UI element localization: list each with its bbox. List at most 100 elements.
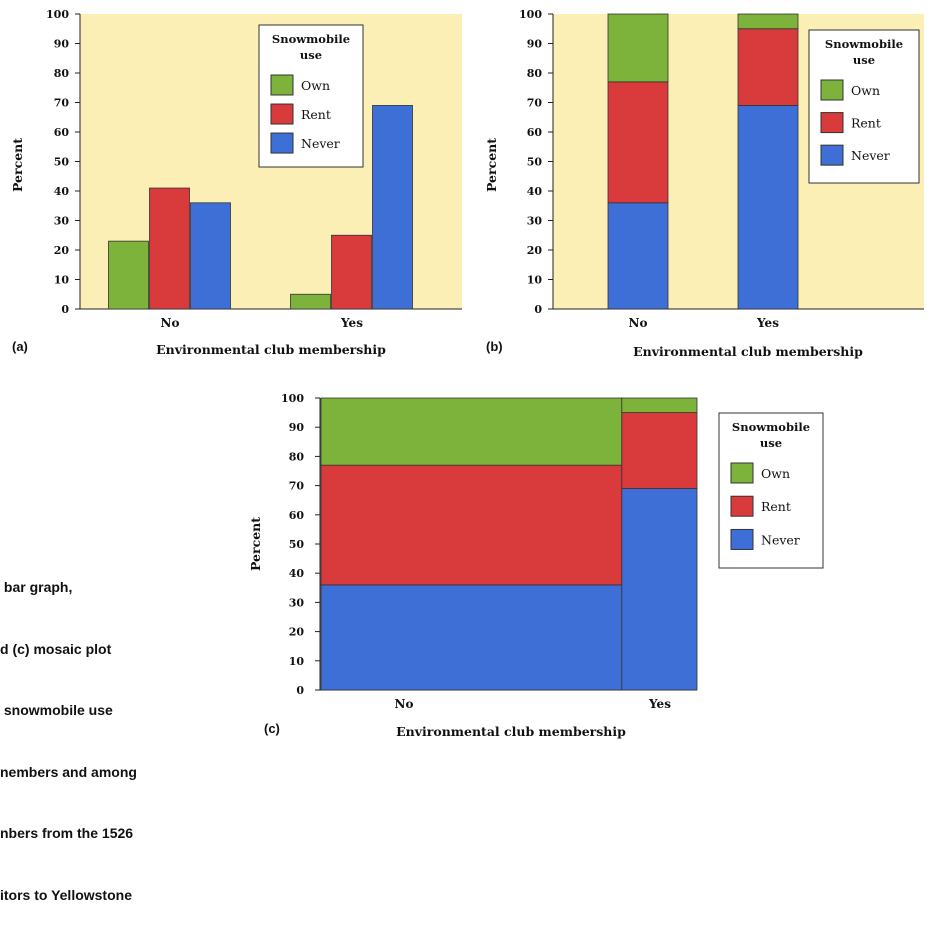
x-axis-label: Environmental club membership [396, 724, 626, 739]
y-tick-label: 20 [289, 626, 305, 639]
bar-segment [607, 13, 669, 83]
mosaic-tile [320, 464, 623, 586]
y-tick-label: 70 [527, 97, 543, 110]
legend-swatch [270, 74, 294, 96]
y-tick-label: 10 [54, 274, 70, 287]
chart-panel: 0 10 20 30 40 50 60 70 80 90 100 No Yes Environmental… [248, 392, 824, 739]
y-tick-label: 20 [527, 244, 543, 257]
legend-swatch [270, 103, 294, 125]
legend-title: use [760, 436, 782, 450]
bar [149, 187, 190, 310]
y-tick-label: 40 [289, 567, 305, 580]
panel-label: (c) [264, 721, 280, 736]
y-tick-label: 100 [281, 392, 304, 405]
legend-item-label: Rent [301, 107, 331, 122]
figure-caption: bar graph, d (c) mosaic plot snowmobile … [0, 536, 190, 926]
y-tick-label: 100 [519, 8, 542, 21]
y-tick-label: 90 [54, 38, 70, 51]
caption-line: bar graph, [0, 579, 73, 595]
legend-swatch [730, 462, 754, 484]
legend-swatch [730, 495, 754, 517]
y-tick-label: 50 [289, 538, 305, 551]
bar [190, 202, 231, 310]
legend-item-label: Own [301, 78, 330, 93]
y-tick-label: 60 [54, 126, 70, 139]
y-tick-label: 60 [527, 126, 543, 139]
x-axis-label: Environmental club membership [633, 344, 863, 359]
bar [290, 293, 331, 310]
x-category-label: No [161, 316, 180, 330]
mosaic-tile [320, 584, 623, 691]
y-axis-label: Percent [484, 138, 499, 192]
bar-segment [607, 202, 669, 310]
y-tick-label: 30 [527, 215, 543, 228]
bar-segment [737, 13, 799, 30]
y-axis-label: Percent [10, 138, 25, 192]
y-tick-label: 10 [527, 274, 543, 287]
y-tick-label: 20 [54, 244, 70, 257]
legend-title: Snowmobile [825, 37, 903, 51]
y-tick-label: 0 [61, 303, 69, 316]
bar [331, 234, 372, 310]
y-tick-label: 90 [527, 38, 543, 51]
bar [108, 240, 149, 310]
y-tick-label: 90 [289, 421, 305, 434]
x-category-label: No [395, 697, 414, 711]
legend-swatch [270, 132, 294, 154]
bar-segment [737, 28, 799, 106]
y-tick-label: 50 [527, 156, 543, 169]
caption-line: nembers and among [0, 763, 137, 780]
mosaic-tile [621, 397, 698, 414]
y-tick-label: 30 [289, 596, 305, 609]
x-category-label: Yes [648, 697, 671, 711]
mosaic-tile [320, 397, 623, 466]
caption-line: snowmobile use [0, 702, 113, 718]
y-tick-label: 80 [54, 67, 70, 80]
legend-swatch [820, 144, 844, 166]
legend-item-label: Own [761, 466, 790, 481]
y-tick-label: 80 [289, 450, 305, 463]
x-category-label: No [629, 316, 648, 330]
y-tick-label: 0 [534, 303, 542, 316]
x-category-label: Yes [340, 316, 363, 330]
caption-line: nbers from the 1526 [0, 825, 134, 841]
legend-item-label: Rent [761, 499, 791, 514]
legend-swatch [730, 528, 754, 550]
y-axis-label: Percent [248, 517, 263, 571]
legend-title: Snowmobile [732, 420, 810, 434]
legend-title: use [300, 48, 322, 62]
legend-title: use [853, 53, 875, 67]
panel-label: (b) [486, 339, 503, 354]
y-tick-label: 40 [54, 185, 70, 198]
panel-label: (a) [12, 339, 28, 354]
mosaic-tile [621, 488, 698, 691]
y-tick-label: 0 [296, 684, 304, 697]
bar-segment [607, 81, 669, 204]
y-tick-label: 30 [54, 215, 70, 228]
legend-swatch [820, 112, 844, 134]
bar [372, 105, 413, 310]
chart-panel: 0 10 20 30 40 50 60 70 80 90 100 No Yes Environmental… [484, 8, 924, 359]
legend-item-label: Own [851, 83, 880, 98]
bar-segment [737, 105, 799, 310]
legend-item-label: Never [301, 136, 340, 151]
mosaic-tile [621, 412, 698, 489]
caption-line: itors to Yellowstone [0, 886, 132, 903]
legend-item-label: Never [761, 532, 800, 547]
y-tick-label: 60 [289, 509, 305, 522]
legend-item-label: Never [851, 148, 890, 163]
legend-item-label: Rent [851, 116, 881, 131]
legend-swatch [820, 79, 844, 101]
y-tick-label: 70 [54, 97, 70, 110]
x-axis-label: Environmental club membership [156, 342, 386, 357]
y-tick-label: 10 [289, 655, 305, 668]
x-category-label: Yes [756, 316, 779, 330]
y-tick-label: 100 [46, 8, 69, 21]
y-tick-label: 40 [527, 185, 543, 198]
y-tick-label: 70 [289, 480, 305, 493]
legend-title: Snowmobile [272, 32, 350, 46]
chart-panel: 0 10 20 30 40 50 60 70 80 90 100 No Yes Environmental… [10, 8, 462, 357]
y-tick-label: 50 [54, 156, 70, 169]
caption-line: d (c) mosaic plot [0, 640, 112, 657]
